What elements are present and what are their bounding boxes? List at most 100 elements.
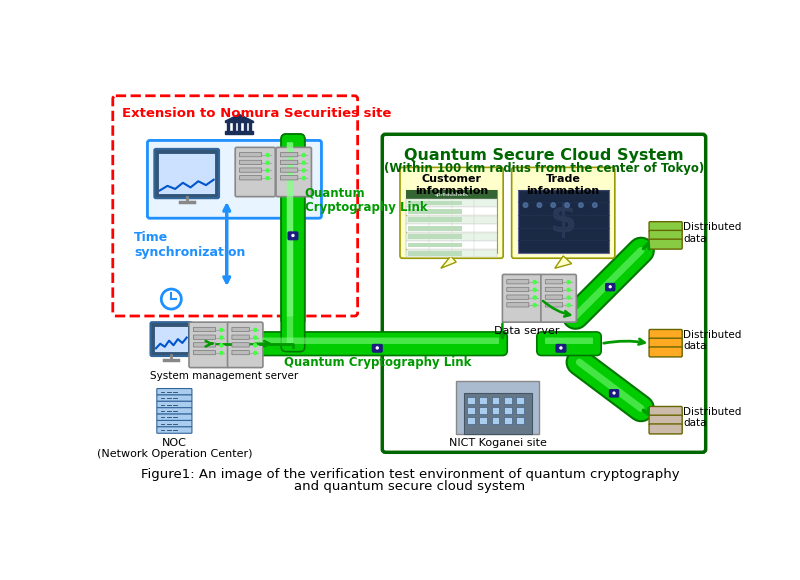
Circle shape [302,161,306,164]
Text: and quantum secure cloud system: and quantum secure cloud system [294,480,526,493]
Bar [492,407,499,414]
Text: Trade
information: Trade information [526,175,600,196]
FancyBboxPatch shape [537,332,601,356]
Circle shape [266,169,269,172]
Text: spreadsheet: spreadsheet [434,192,469,197]
Circle shape [220,328,223,331]
FancyBboxPatch shape [649,239,682,249]
Circle shape [266,177,269,180]
Bar [408,226,462,230]
Circle shape [302,154,306,157]
Bar [408,234,462,239]
FancyBboxPatch shape [281,168,298,172]
Polygon shape [441,256,456,269]
FancyBboxPatch shape [506,295,529,299]
Text: (Within 100 km radius from the center of Tokyo): (Within 100 km radius from the center of… [384,162,704,175]
FancyBboxPatch shape [281,134,305,351]
FancyBboxPatch shape [150,322,192,356]
FancyBboxPatch shape [546,295,562,299]
Circle shape [565,203,570,208]
FancyBboxPatch shape [157,401,192,408]
FancyBboxPatch shape [157,395,192,401]
FancyBboxPatch shape [606,284,615,291]
FancyBboxPatch shape [194,350,215,355]
Circle shape [613,392,615,394]
Circle shape [537,203,542,208]
Text: Distributed
data: Distributed data [683,222,742,244]
Bar [406,190,497,199]
FancyBboxPatch shape [232,350,250,355]
Bar [516,397,524,404]
Circle shape [567,281,570,284]
Bar [467,417,474,424]
Bar [243,121,246,132]
FancyBboxPatch shape [287,142,293,343]
FancyBboxPatch shape [546,280,562,284]
Bar [504,397,512,404]
Text: Distributed
data: Distributed data [683,407,742,429]
Circle shape [302,169,306,172]
FancyBboxPatch shape [406,190,497,253]
FancyBboxPatch shape [239,176,262,180]
Bar [408,243,462,248]
Text: NICT Koganei site: NICT Koganei site [449,438,546,448]
Bar [479,417,487,424]
FancyBboxPatch shape [232,335,250,339]
Circle shape [254,328,257,331]
Text: System management server: System management server [150,371,298,382]
Circle shape [523,203,528,208]
FancyBboxPatch shape [512,168,615,258]
Bar [467,407,474,414]
FancyBboxPatch shape [649,329,682,339]
FancyBboxPatch shape [545,338,593,344]
Circle shape [534,281,536,284]
FancyBboxPatch shape [649,415,682,425]
Bar [408,251,462,256]
Circle shape [266,154,269,157]
Bar [516,407,524,414]
Circle shape [567,304,570,307]
Bar [504,407,512,414]
FancyBboxPatch shape [232,343,250,347]
Bar [464,393,532,434]
FancyBboxPatch shape [157,427,192,433]
Bar [408,218,462,222]
Text: NOC
(Network Operation Center): NOC (Network Operation Center) [97,438,252,459]
Bar [504,417,512,424]
FancyBboxPatch shape [154,326,188,352]
FancyBboxPatch shape [194,327,215,332]
Circle shape [266,161,269,164]
FancyBboxPatch shape [649,407,682,416]
FancyBboxPatch shape [194,343,215,347]
FancyBboxPatch shape [546,287,562,292]
Circle shape [567,288,570,291]
Text: Extension to Nomura Securities site: Extension to Nomura Securities site [122,107,391,119]
Circle shape [220,344,223,347]
FancyBboxPatch shape [541,274,576,322]
FancyBboxPatch shape [372,345,382,352]
Bar [467,397,474,404]
FancyBboxPatch shape [506,280,529,284]
FancyBboxPatch shape [518,190,609,253]
Bar [408,201,462,205]
Text: Quantum Cryptography Link: Quantum Cryptography Link [283,356,471,369]
FancyBboxPatch shape [147,140,322,218]
Bar [479,407,487,414]
FancyBboxPatch shape [506,287,529,292]
FancyBboxPatch shape [281,176,298,180]
Circle shape [534,288,536,291]
FancyBboxPatch shape [157,408,192,414]
Text: Quantum
Cryptography Link: Quantum Cryptography Link [305,187,427,215]
FancyBboxPatch shape [247,332,507,356]
FancyBboxPatch shape [649,347,682,357]
Bar [406,208,497,215]
FancyBboxPatch shape [235,147,275,197]
Text: $: $ [550,202,577,240]
FancyBboxPatch shape [239,168,262,172]
FancyBboxPatch shape [281,134,305,325]
FancyBboxPatch shape [649,424,682,434]
Bar [225,121,253,122]
FancyBboxPatch shape [649,222,682,231]
Bar [406,241,497,249]
Text: Figure1: An image of the verification test environment of quantum cryptography: Figure1: An image of the verification te… [141,469,679,481]
